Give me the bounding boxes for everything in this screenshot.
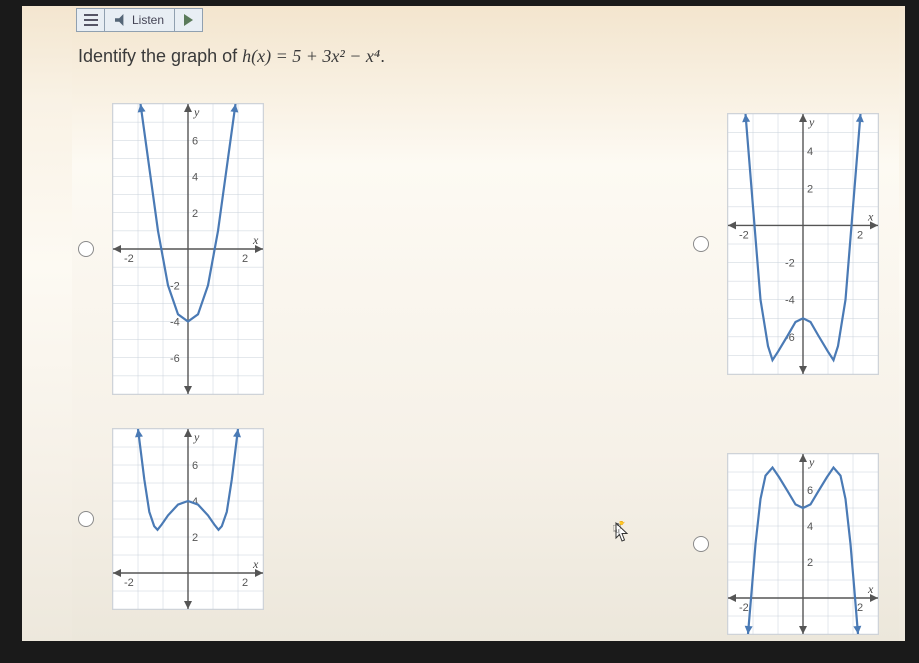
- menu-button[interactable]: [76, 8, 104, 32]
- graph-a: -2 2 -6 -4 -2 2 4 6 x y: [113, 104, 263, 394]
- svg-text:-2: -2: [739, 602, 749, 614]
- graph-d: -2 2 2 4 6 x y: [728, 454, 878, 634]
- svg-text:2: 2: [242, 253, 248, 265]
- svg-text:-4: -4: [785, 295, 795, 307]
- svg-text:-2: -2: [124, 577, 134, 589]
- speaker-icon: [115, 14, 127, 26]
- radio-d[interactable]: [693, 536, 709, 552]
- graph-b: -22-6-4-224xy: [728, 114, 878, 374]
- answer-area: -2 2 -6 -4 -2 2 4 6 x y -2 2 -6 -4 -2 2 4 x y -2 2 2 4 6 x y -2…: [72, 83, 899, 643]
- option-a[interactable]: -2 2 -6 -4 -2 2 4 6 x y: [78, 103, 264, 395]
- radio-a[interactable]: [78, 241, 94, 257]
- graph-a-wrap: -2 2 -6 -4 -2 2 4 6 x y: [112, 103, 264, 395]
- question-function: h(x) = 5 + 3x² − x⁴: [242, 46, 380, 66]
- listen-label: Listen: [132, 13, 164, 27]
- question-suffix: .: [380, 46, 385, 66]
- page-content: Listen Identify the graph of h(x) = 5 + …: [72, 6, 899, 641]
- menu-icon: [84, 14, 98, 26]
- graph-d-wrap: -2 2 2 4 6 x y: [727, 453, 879, 635]
- svg-text:4: 4: [192, 172, 198, 184]
- svg-text:2: 2: [242, 577, 248, 589]
- svg-text:2: 2: [807, 557, 813, 569]
- svg-text:-2: -2: [785, 258, 795, 270]
- hand-cursor-icon: ☟: [612, 521, 622, 541]
- graph-c: -22246xy: [113, 429, 263, 609]
- svg-text:6: 6: [192, 135, 198, 147]
- svg-text:-2: -2: [739, 229, 749, 241]
- svg-text:x: x: [867, 582, 874, 596]
- toolbar: Listen: [72, 6, 899, 38]
- radio-b[interactable]: [693, 236, 709, 252]
- svg-text:x: x: [252, 233, 259, 247]
- svg-text:2: 2: [192, 532, 198, 544]
- svg-text:x: x: [252, 557, 259, 571]
- graph-b-wrap: -22-6-4-224xy: [727, 113, 879, 375]
- graph-c-wrap: -22246xy: [112, 428, 264, 610]
- question-prefix: Identify the graph of: [78, 46, 242, 66]
- svg-text:y: y: [808, 115, 815, 129]
- option-b[interactable]: -22-6-4-224xy: [693, 113, 879, 375]
- svg-text:-4: -4: [170, 317, 180, 329]
- svg-text:6: 6: [807, 485, 813, 497]
- svg-text:2: 2: [807, 183, 813, 195]
- svg-text:2: 2: [857, 229, 863, 241]
- svg-text:4: 4: [807, 521, 813, 533]
- listen-button[interactable]: Listen: [104, 8, 175, 32]
- svg-text:x: x: [867, 209, 874, 223]
- radio-c[interactable]: [78, 511, 94, 527]
- svg-text:y: y: [193, 105, 200, 119]
- play-button[interactable]: [175, 8, 203, 32]
- option-c[interactable]: -22246xy: [78, 428, 264, 610]
- question-text: Identify the graph of h(x) = 5 + 3x² − x…: [72, 38, 899, 83]
- svg-text:-2: -2: [170, 280, 180, 292]
- svg-text:✋: ✋: [618, 521, 625, 526]
- svg-text:2: 2: [192, 208, 198, 220]
- svg-text:2: 2: [857, 602, 863, 614]
- cursor-icon: ✋: [612, 521, 630, 543]
- option-d[interactable]: -2 2 2 4 6 x y: [693, 453, 879, 635]
- svg-text:-2: -2: [124, 253, 134, 265]
- svg-text:-6: -6: [170, 353, 180, 365]
- svg-text:y: y: [808, 455, 815, 469]
- svg-text:y: y: [193, 430, 200, 444]
- svg-text:6: 6: [192, 460, 198, 472]
- play-icon: [184, 14, 193, 26]
- svg-text:4: 4: [807, 146, 813, 158]
